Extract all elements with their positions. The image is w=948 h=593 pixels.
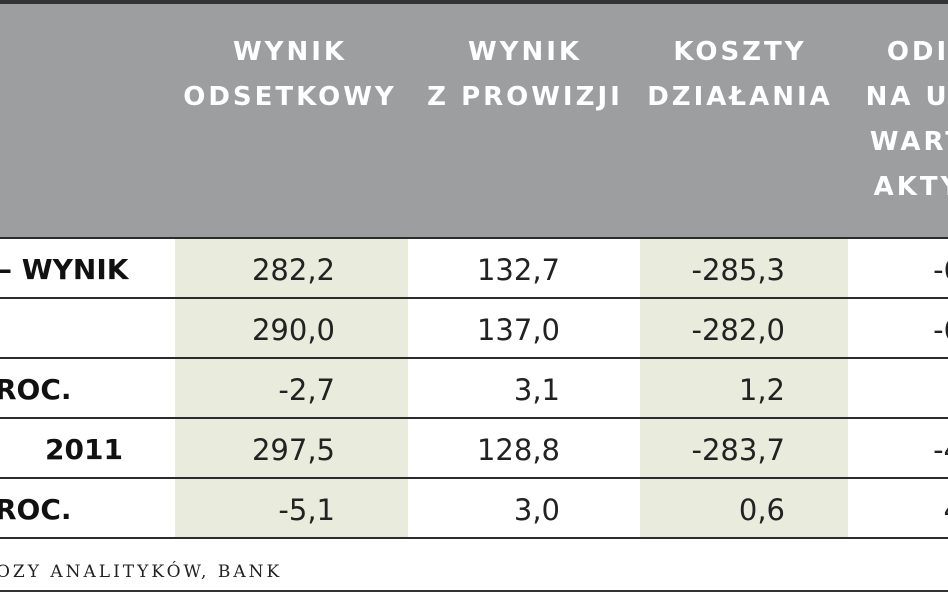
row-rule bbox=[0, 297, 948, 299]
cell-value: 132,7 bbox=[476, 253, 560, 287]
cell-value: 1,2 bbox=[738, 373, 785, 407]
header: WYNIK ODSETKOWY WYNIK Z PROWIZJI KOSZTY DZIAŁ… bbox=[0, 4, 948, 238]
row-label: ROC. bbox=[0, 373, 72, 406]
table-row: ROC. -5,1 3,0 0,64 bbox=[0, 480, 948, 540]
cell-value: 128,8 bbox=[476, 433, 560, 467]
column-header: ODI NA UT WART AKTY bbox=[768, 30, 948, 210]
column-shade bbox=[640, 238, 848, 538]
table-row: 290,0 137,0 -282,0 -6 bbox=[0, 300, 948, 360]
row-rule bbox=[0, 357, 948, 359]
cell-value: -6 bbox=[933, 253, 948, 287]
source-note: OZY ANALITYKÓW, BANK bbox=[0, 562, 283, 582]
header-line: NA UT bbox=[865, 82, 948, 112]
column-shade bbox=[175, 238, 408, 538]
cell-value: 297,5 bbox=[251, 433, 335, 467]
cell-value: -4 bbox=[933, 433, 948, 467]
row-label: ROC. bbox=[0, 493, 72, 526]
cell-value: 0,6 bbox=[738, 493, 785, 527]
cell-value: 290,0 bbox=[251, 313, 335, 347]
cell-value: -2,7 bbox=[278, 373, 335, 407]
row-label: 2011 bbox=[45, 433, 123, 466]
cell-value: 282,2 bbox=[251, 253, 335, 287]
header-line: WYNIK bbox=[467, 37, 583, 67]
header-line: ODI bbox=[886, 37, 948, 67]
column-header: WYNIK ODSETKOWY bbox=[140, 30, 440, 120]
table-row: 2011 297,5 128,8 -283,7 -4 bbox=[0, 420, 948, 480]
header-line: DZIAŁANIA bbox=[647, 82, 833, 112]
column-header: WYNIK Z PROWIZJI bbox=[375, 30, 675, 120]
cell-value: 3,1 bbox=[513, 373, 560, 407]
header-line: WART bbox=[869, 127, 948, 157]
cell-value: 4 bbox=[762, 480, 948, 540]
header-line: Z PROWIZJI bbox=[427, 82, 623, 112]
header-line: KOSZTY bbox=[673, 37, 807, 67]
cell-value: 137,0 bbox=[476, 313, 560, 347]
header-line: WYNIK bbox=[232, 37, 348, 67]
row-rule bbox=[0, 537, 948, 539]
bottom-rule bbox=[0, 590, 948, 592]
table-row: ROC. -2,7 3,1 1,2 bbox=[0, 360, 948, 420]
row-label: – WYNIK bbox=[0, 253, 129, 286]
cell-value: -285,3 bbox=[691, 253, 786, 287]
column-header: KOSZTY DZIAŁANIA bbox=[590, 30, 890, 120]
cell-value: -282,0 bbox=[691, 313, 786, 347]
cell-value: 3,0 bbox=[513, 493, 560, 527]
header-line: ODSETKOWY bbox=[183, 82, 397, 112]
row-rule bbox=[0, 477, 948, 479]
top-rule bbox=[0, 0, 948, 4]
row-rule bbox=[0, 417, 948, 419]
cell-value: -6 bbox=[933, 313, 948, 347]
cell-value: -5,1 bbox=[278, 493, 335, 527]
table-row: – WYNIK 282,2 132,7 -285,3 -6 bbox=[0, 240, 948, 300]
cell-value: -283,7 bbox=[691, 433, 786, 467]
header-line: AKTY bbox=[873, 172, 948, 202]
row-rule bbox=[0, 237, 948, 239]
